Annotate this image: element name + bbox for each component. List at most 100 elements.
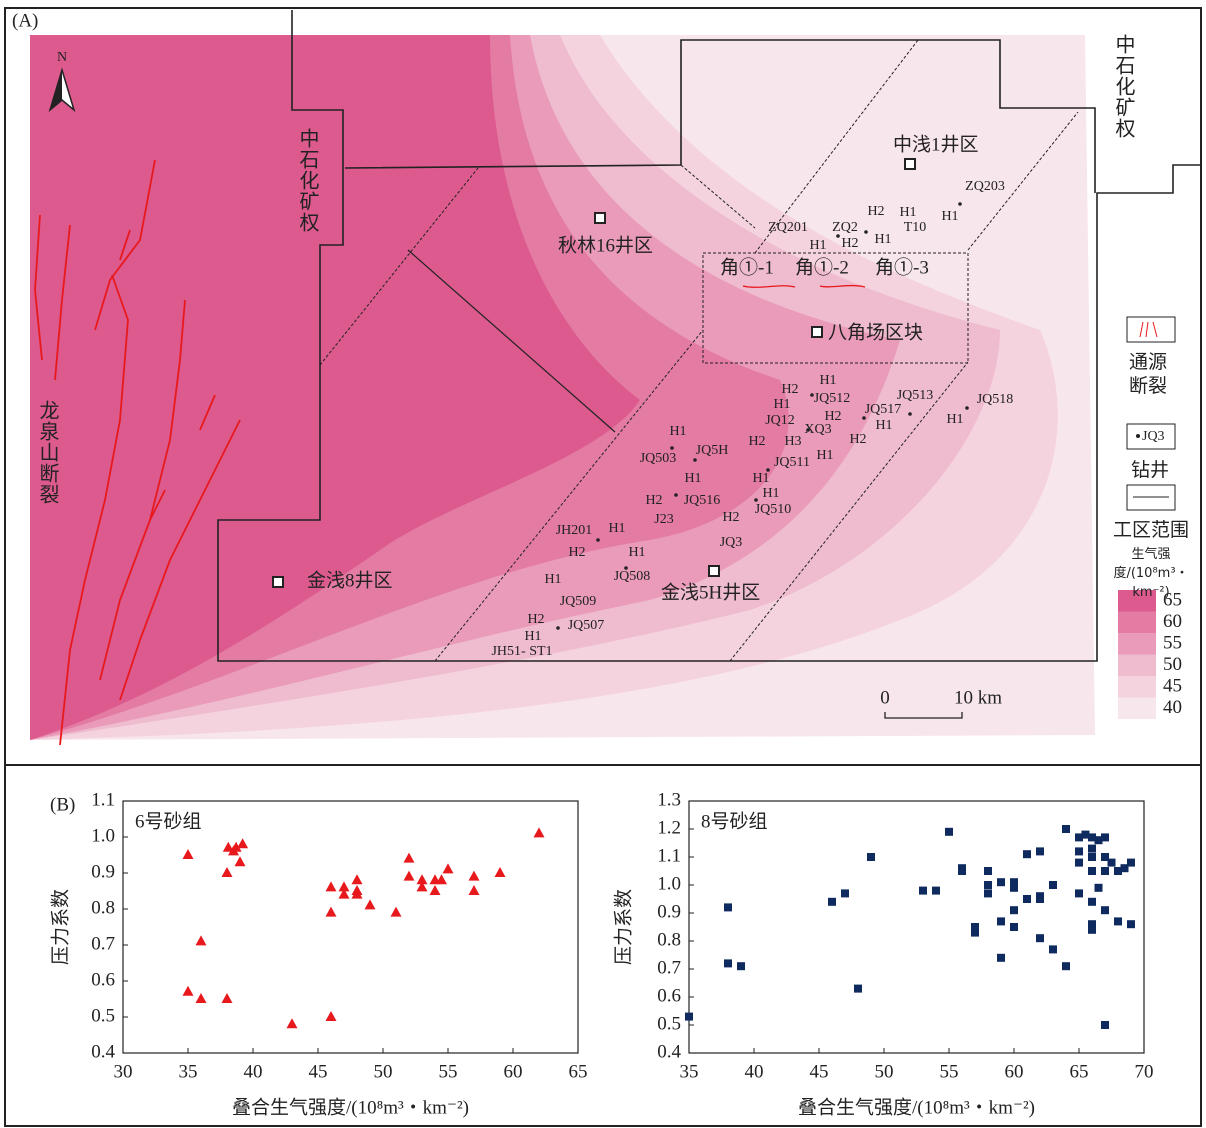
well-label: H2 <box>748 434 765 449</box>
point <box>403 852 415 863</box>
point <box>1088 897 1096 906</box>
point <box>932 886 940 895</box>
zone-label: 角①-1 <box>720 256 774 278</box>
well-label: H1 <box>899 205 916 220</box>
x-tick-label: 45 <box>810 1061 829 1082</box>
legend-boundary-label: 工区范围 <box>1112 519 1189 541</box>
point <box>1101 853 1109 861</box>
point <box>1127 858 1135 867</box>
point <box>1088 833 1096 842</box>
well-dot <box>766 468 770 472</box>
point <box>867 853 875 861</box>
map-layer <box>30 35 640 740</box>
well-dot <box>556 626 560 630</box>
well-label: H2 <box>722 510 739 525</box>
plot-title: 6号砂组 <box>135 810 202 832</box>
point <box>1010 878 1018 887</box>
point <box>1062 825 1070 833</box>
area-label: 中石化矿权 <box>296 128 320 233</box>
well-dot <box>862 416 866 420</box>
panel-b-frame <box>4 764 1202 1127</box>
x-tick-label: 35 <box>179 1061 198 1082</box>
well-label: H1 <box>669 424 686 439</box>
x-tick-label: 50 <box>875 1061 894 1082</box>
well-label: H2 <box>645 493 662 508</box>
well-label: H1 <box>773 397 790 412</box>
point <box>984 889 992 898</box>
legend-scale-title: 生气强度/(10⁸m³・km⁻²) <box>1113 547 1189 600</box>
point <box>1088 853 1096 861</box>
fault <box>54 224 71 381</box>
point <box>1114 917 1122 926</box>
area-label: 金浅8井区 <box>307 569 393 591</box>
well-label: H2 <box>527 612 544 627</box>
well-label: H1 <box>608 521 625 536</box>
fault <box>119 229 131 261</box>
area-label: 金浅5H井区 <box>661 581 760 603</box>
point <box>1010 906 1018 915</box>
y-axis-label: 压力系数 <box>49 889 71 965</box>
well-label: H1 <box>762 486 779 501</box>
well-label: J23 <box>654 512 673 527</box>
y-tick-label: 1.0 <box>91 825 115 846</box>
fault <box>59 274 129 746</box>
well-label: H1 <box>524 629 541 644</box>
point <box>1120 864 1129 873</box>
point <box>1127 920 1135 929</box>
colorbar-swatch <box>1118 611 1156 633</box>
point <box>1075 847 1083 856</box>
point <box>1101 1021 1109 1029</box>
point <box>1023 850 1031 859</box>
well-dot <box>958 202 962 206</box>
well-dot <box>965 406 969 410</box>
well-dot <box>596 538 600 542</box>
y-axis-label: 压力系数 <box>612 889 634 965</box>
colorbar-label: 65 <box>1163 589 1182 610</box>
fault <box>199 394 216 431</box>
area-marker <box>272 576 284 588</box>
point <box>228 845 239 856</box>
dashed-line <box>434 329 704 662</box>
point <box>737 962 745 971</box>
point <box>997 917 1005 926</box>
point <box>1114 867 1122 875</box>
well-label: H1 <box>941 209 958 224</box>
point <box>234 856 246 867</box>
point <box>1094 883 1103 892</box>
x-tick-label: 40 <box>244 1061 263 1082</box>
colorbar-swatch <box>1118 654 1156 676</box>
scale-label: 10 km <box>954 687 1002 708</box>
well-label: JH51- ST1 <box>491 644 552 659</box>
point <box>1023 895 1031 903</box>
dashed-line <box>319 167 479 366</box>
x-axis-label: 叠合生气强度/(10⁸m³・km⁻²) <box>798 1096 1035 1118</box>
y-tick-label: 0.4 <box>657 1041 681 1062</box>
x-tick-label: 65 <box>569 1061 588 1082</box>
legend-well-box <box>1126 423 1176 450</box>
colorbar-swatch <box>1118 697 1156 719</box>
well-label: JQ3 <box>720 535 743 550</box>
point <box>325 881 337 892</box>
point <box>958 867 966 875</box>
point <box>1075 889 1083 898</box>
area-markers <box>272 158 916 588</box>
point <box>403 870 415 881</box>
well-dot <box>693 458 697 462</box>
dashed-lines <box>319 39 1079 662</box>
fault <box>119 419 241 701</box>
y-tick-label: 1.3 <box>657 789 681 810</box>
north-arrow <box>50 70 62 110</box>
legend-fault-symbol <box>1139 321 1158 338</box>
well-label: H2 <box>781 382 798 397</box>
well-label: JQ512 <box>814 391 851 406</box>
point <box>984 867 992 875</box>
point <box>1049 881 1057 889</box>
y-tick-label: 0.5 <box>91 1005 115 1026</box>
well-label: ZQ2 <box>832 220 858 235</box>
legend-well-sample: JQ3 <box>1142 429 1165 444</box>
colorbar-swatch <box>1118 676 1156 698</box>
well-dot <box>810 393 814 397</box>
intensity-map <box>30 35 1095 740</box>
boundary-line <box>407 249 616 433</box>
